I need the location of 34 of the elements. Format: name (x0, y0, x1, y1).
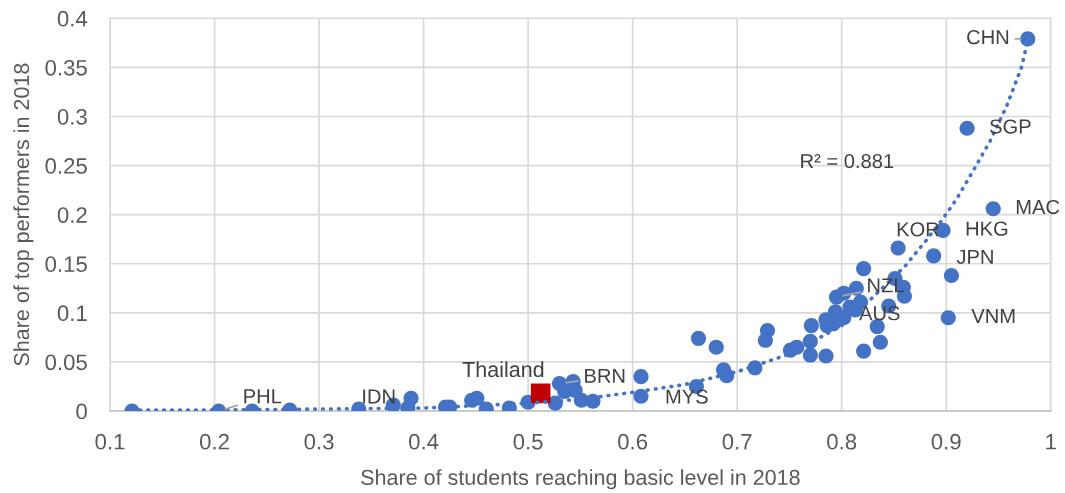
annotation: SGP (990, 119, 1031, 134)
x-tick-label: 1 (1046, 434, 1056, 450)
x-tick-label: 0.2 (199, 433, 229, 450)
y-axis-title: Share of top performers in 2018 (13, 63, 34, 366)
x-tick-label: 0.6 (618, 433, 648, 450)
y-tick-label: 0.25 (45, 158, 87, 174)
annotation: CHN (967, 30, 1009, 45)
y-tick-label: 0.05 (45, 354, 87, 371)
y-tick-label: 0.2 (57, 207, 87, 223)
annotation: HKG (966, 221, 1008, 236)
x-tick-label: 0.7 (722, 433, 752, 450)
annotation: JPN (956, 249, 993, 264)
y-tick-label: 0.4 (57, 10, 88, 27)
y-tick-label: 0.1 (57, 305, 87, 322)
annotation: MYS (666, 389, 708, 404)
x-tick-label: 0.1 (95, 433, 125, 450)
series-label: Thailand (462, 361, 544, 378)
annotation: IDN (363, 389, 395, 404)
annotation: MAC (1016, 199, 1060, 215)
annotation: R² = 0.881 (801, 153, 894, 169)
x-tick-label: 0.4 (409, 433, 439, 450)
y-tick-label: 0.15 (45, 256, 87, 273)
annotation: VNM (971, 309, 1015, 323)
x-tick-label: 0.8 (827, 433, 857, 450)
annotation: PHL (244, 389, 282, 404)
y-tick-label: 0 (76, 403, 87, 420)
x-tick-label: 0.9 (931, 433, 961, 450)
x-axis-title: Share of students reaching basic level in 2018 (361, 469, 800, 490)
annotation: BRN (585, 368, 625, 383)
x-tick-label: 0.5 (513, 433, 543, 450)
x-tick-label: 0.3 (304, 433, 334, 450)
y-tick-label: 0.3 (57, 109, 87, 125)
y-tick-label: 0.35 (45, 59, 87, 76)
annotation: AUS (859, 306, 900, 321)
